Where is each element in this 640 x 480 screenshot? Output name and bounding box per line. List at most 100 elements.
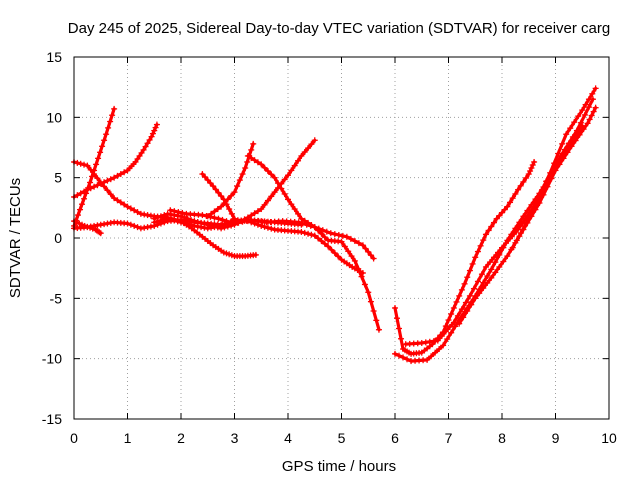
data-point-marker (285, 172, 291, 179)
data-point-marker (494, 249, 501, 256)
data-point-marker (93, 161, 100, 168)
data-point-marker (131, 222, 138, 229)
data-point-marker (485, 227, 492, 234)
data-point-marker (549, 168, 556, 175)
data-point-marker (318, 238, 325, 245)
data-point-marker (589, 96, 596, 103)
data-point-marker (303, 221, 310, 228)
data-point-marker (529, 207, 536, 214)
data-point-marker (311, 232, 318, 239)
series-arc-12 (392, 158, 538, 357)
y-tick-label: 5 (54, 170, 62, 186)
data-point-marker (223, 250, 230, 257)
data-point-marker (585, 104, 592, 111)
data-point-marker (396, 352, 403, 359)
x-tick-label: 1 (124, 430, 132, 446)
data-point-marker (442, 323, 449, 330)
data-point-marker (87, 179, 94, 186)
data-point-marker (136, 152, 143, 159)
data-point-marker (77, 190, 84, 197)
data-point-marker (572, 137, 579, 144)
data-point-marker (590, 108, 597, 115)
data-point-marker (482, 263, 489, 270)
data-point-marker (207, 213, 214, 220)
data-point-marker (291, 206, 298, 213)
data-point-marker (218, 203, 225, 210)
data-point-marker (493, 215, 500, 222)
data-point-marker (134, 224, 141, 231)
data-point-marker (148, 133, 155, 140)
data-point-marker (448, 311, 455, 318)
data-point-marker (466, 292, 473, 299)
data-point-marker (445, 317, 452, 324)
data-point-marker (563, 131, 570, 138)
data-point-marker (396, 325, 403, 332)
series-arc-8 (199, 171, 238, 222)
data-point-marker (218, 222, 225, 229)
data-point-marker (365, 289, 372, 296)
data-point-marker (202, 174, 209, 181)
data-point-marker (456, 292, 463, 299)
data-point-marker (81, 195, 88, 202)
grid (74, 57, 609, 419)
data-point-marker (291, 162, 298, 169)
data-point-marker (331, 250, 338, 257)
data-point-marker (315, 235, 322, 242)
data-point-marker (174, 218, 181, 225)
data-point-marker (573, 127, 580, 134)
data-point-marker (258, 222, 265, 229)
data-point-marker (298, 228, 305, 235)
data-point-marker (321, 240, 328, 247)
data-point-marker (476, 290, 483, 297)
data-point-marker (104, 177, 111, 184)
data-point-marker (231, 189, 238, 196)
data-point-marker (592, 104, 599, 111)
data-point-marker (74, 192, 81, 199)
data-point-marker (248, 155, 255, 162)
series-trace (393, 160, 536, 356)
data-point-marker (584, 120, 591, 127)
x-tick-label: 10 (601, 430, 617, 446)
y-tick-label: 10 (46, 109, 62, 125)
data-point-marker (517, 230, 524, 237)
data-point-marker (496, 212, 503, 219)
data-point-marker (488, 223, 495, 230)
series-trace (206, 142, 255, 218)
data-point-marker (515, 226, 522, 233)
data-point-marker (448, 329, 455, 336)
data-point-marker (529, 161, 536, 168)
x-tick-label: 0 (70, 430, 78, 446)
data-point-marker (74, 159, 81, 166)
data-point-marker (325, 243, 332, 250)
data-point-marker (509, 244, 516, 251)
data-point-marker (215, 215, 222, 222)
data-point-marker (114, 197, 121, 204)
data-point-marker (525, 215, 532, 222)
data-point-marker (581, 111, 588, 118)
data-point-marker (134, 155, 141, 162)
data-point-marker (561, 146, 568, 153)
data-point-marker (121, 169, 128, 176)
data-point-marker (576, 131, 583, 138)
y-axis-label: SDTVAR / TECUs (7, 178, 24, 298)
data-point-marker (154, 218, 161, 225)
data-point-marker (261, 223, 268, 230)
data-point-marker (308, 231, 315, 238)
data-point-marker (132, 158, 139, 165)
data-point-marker (251, 210, 258, 217)
data-point-marker (305, 145, 312, 152)
data-point-marker (464, 274, 471, 281)
y-tick-label: 15 (46, 49, 62, 65)
data-point-marker (323, 228, 330, 235)
x-tick-label: 6 (391, 430, 399, 446)
data-point-marker (268, 193, 275, 200)
data-point-marker (261, 164, 268, 171)
data-point-marker (211, 214, 218, 221)
data-point-marker (251, 157, 258, 164)
data-point-marker (264, 168, 271, 175)
y-tick-label: -10 (42, 351, 62, 367)
data-point-marker (478, 271, 485, 278)
data-point-marker (490, 254, 497, 261)
